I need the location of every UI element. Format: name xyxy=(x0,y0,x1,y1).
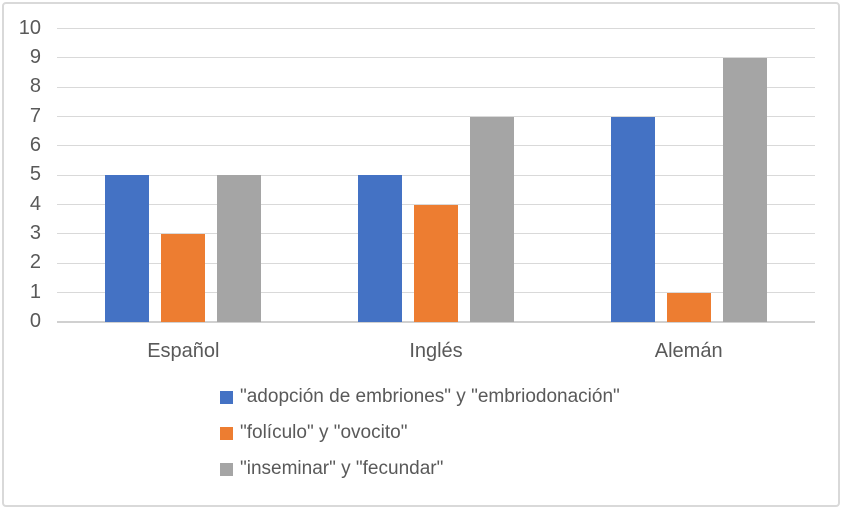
y-axis-tick-label: 8 xyxy=(29,75,41,98)
x-axis-line xyxy=(57,321,815,323)
gridline xyxy=(57,57,815,59)
bar xyxy=(470,116,514,322)
legend-item: "adopción de embriones" y "embriodonació… xyxy=(220,383,620,411)
y-axis-tick-label: 2 xyxy=(29,251,41,274)
gridline xyxy=(57,28,815,29)
category-label: Español xyxy=(147,340,220,362)
bar xyxy=(666,292,711,322)
gridline xyxy=(57,174,815,176)
legend-swatch-icon xyxy=(220,390,233,404)
bar xyxy=(414,204,458,322)
gridline xyxy=(57,116,815,118)
legend-label: "folículo" y "ovocito" xyxy=(240,422,408,443)
y-axis-tick-label: 1 xyxy=(29,280,41,303)
legend-item: "inseminar" y "fecundar" xyxy=(220,455,443,483)
y-axis-tick-label: 3 xyxy=(29,221,41,244)
y-axis-tick-label: 7 xyxy=(29,104,41,127)
category-label: Inglés xyxy=(409,340,463,362)
legend-item: "folículo" y "ovocito" xyxy=(220,419,407,447)
y-axis-tick-label: 4 xyxy=(29,192,41,215)
category-label: Alemán xyxy=(654,340,723,362)
bar xyxy=(105,175,150,322)
y-axis-tick-label: 9 xyxy=(29,45,41,68)
y-axis-tick-label: 0 xyxy=(29,310,41,332)
legend-label: "adopción de embriones" y "embriodonació… xyxy=(240,386,620,407)
bar xyxy=(358,175,402,322)
bar xyxy=(217,175,262,322)
bar xyxy=(610,116,655,322)
y-axis-tick-label: 6 xyxy=(29,133,41,156)
gridline xyxy=(57,86,815,88)
gridline xyxy=(57,145,815,147)
legend-label: "inseminar" y "fecundar" xyxy=(240,458,444,479)
bar xyxy=(722,57,767,322)
legend-swatch-icon xyxy=(220,462,233,476)
y-axis-tick-label: 5 xyxy=(29,163,41,186)
bar xyxy=(161,233,206,322)
legend-swatch-icon xyxy=(220,426,233,440)
y-axis-tick-label: 10 xyxy=(18,16,41,39)
